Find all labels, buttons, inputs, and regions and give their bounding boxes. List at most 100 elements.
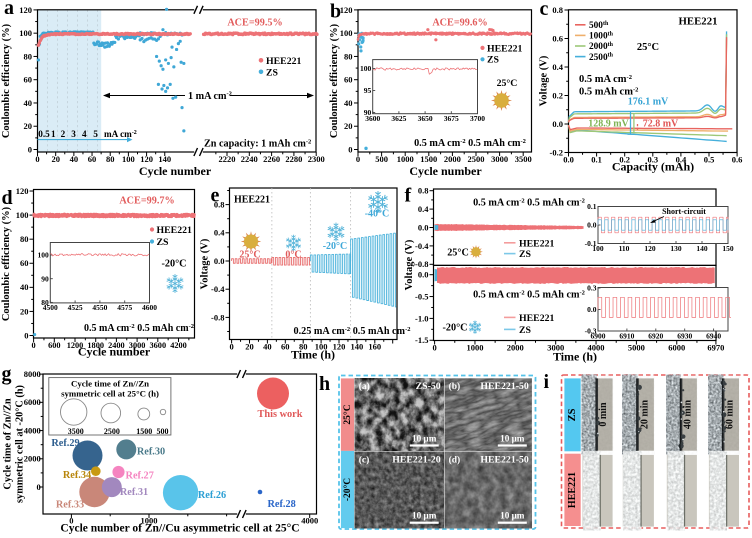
svg-text:8000: 8000: [24, 369, 41, 379]
svg-text:3: 3: [71, 129, 76, 139]
svg-text:Cycle number: Cycle number: [78, 345, 151, 359]
svg-text:40: 40: [24, 98, 33, 108]
svg-text:140: 140: [158, 154, 171, 164]
svg-text:0: 0: [35, 154, 39, 164]
svg-text:110: 110: [619, 244, 630, 253]
svg-text:0.1: 0.1: [587, 202, 597, 211]
svg-text:Coulombic efficiency (%): Coulombic efficiency (%): [1, 23, 12, 138]
svg-text:1: 1: [51, 129, 56, 139]
svg-text:20: 20: [245, 341, 254, 351]
svg-text:h: h: [319, 373, 330, 395]
svg-text:150: 150: [722, 244, 734, 253]
svg-text:100: 100: [16, 210, 29, 220]
svg-text:60: 60: [20, 258, 29, 268]
svg-text:Coulombic efficiency (%): Coulombic efficiency (%): [1, 206, 12, 321]
svg-text:Ref.30: Ref.30: [137, 446, 165, 457]
svg-text:0.25 mA cm-2 0.5 mAh cm-2: 0.25 mA cm-2 0.5 mAh cm-2: [294, 326, 411, 337]
svg-text:100: 100: [315, 341, 328, 351]
svg-text:100: 100: [122, 154, 135, 164]
svg-text:20: 20: [24, 121, 33, 131]
svg-text:0: 0: [32, 341, 36, 350]
svg-text:(d): (d): [449, 454, 461, 465]
svg-text:0.0: 0.0: [563, 154, 574, 164]
svg-text:-0.2: -0.2: [550, 147, 563, 157]
svg-text:3700: 3700: [470, 114, 485, 123]
svg-text:0: 0: [69, 515, 73, 525]
svg-text:c: c: [540, 0, 549, 20]
svg-text:0: 0: [229, 341, 233, 351]
svg-text:6000: 6000: [668, 342, 685, 352]
svg-text:95: 95: [364, 86, 372, 95]
svg-text:1 mA cm-2: 1 mA cm-2: [188, 91, 232, 102]
svg-text:4525: 4525: [68, 303, 83, 312]
svg-text:Ref.29: Ref.29: [51, 438, 79, 449]
svg-text:0°C: 0°C: [285, 250, 301, 261]
svg-text:0.3: 0.3: [647, 154, 658, 164]
svg-text:10 μm: 10 μm: [412, 511, 437, 521]
svg-text:60 min: 60 min: [724, 400, 735, 430]
svg-text:HEE221-50: HEE221-50: [480, 454, 529, 465]
svg-text:20: 20: [20, 306, 29, 316]
svg-text:4000: 4000: [24, 426, 41, 436]
svg-text:-20°C: -20°C: [342, 478, 353, 501]
svg-text:0.6: 0.6: [552, 33, 563, 43]
svg-text:g: g: [2, 363, 12, 385]
svg-text:1000th: 1000th: [589, 31, 614, 41]
svg-text:1000: 1000: [397, 154, 414, 164]
svg-text:This work: This work: [258, 409, 303, 420]
svg-text:0 min: 0 min: [598, 402, 609, 427]
svg-text:ZS: ZS: [487, 55, 500, 66]
svg-text:130: 130: [670, 244, 682, 253]
svg-text:0.0: 0.0: [214, 256, 225, 266]
svg-text:HEE221-20: HEE221-20: [392, 454, 441, 465]
svg-text:(a): (a): [359, 381, 370, 392]
svg-text:6930: 6930: [677, 331, 692, 340]
svg-text:Ref.31: Ref.31: [120, 487, 148, 498]
svg-text:Cycle time of Zn//Zn: Cycle time of Zn//Zn: [71, 379, 149, 389]
svg-text:2500: 2500: [468, 154, 485, 164]
svg-text:ZS-50: ZS-50: [416, 381, 441, 392]
svg-text:1800: 1800: [87, 341, 104, 350]
svg-text:0.4: 0.4: [214, 228, 225, 238]
svg-text:120: 120: [19, 5, 32, 15]
svg-text:0.8: 0.8: [214, 200, 225, 210]
svg-text:6000: 6000: [24, 397, 41, 407]
svg-text:0.5 mA cm-2: 0.5 mA cm-2: [579, 74, 632, 85]
svg-text:72.8 mV: 72.8 mV: [643, 118, 679, 129]
svg-text:0.4: 0.4: [418, 204, 429, 214]
svg-text:Zn capacity: 1 mAh cm-2: Zn capacity: 1 mAh cm-2: [204, 138, 311, 149]
svg-text:-20°C: -20°C: [323, 241, 348, 252]
svg-text:2: 2: [61, 129, 66, 139]
svg-text:-20°C: -20°C: [161, 259, 186, 270]
svg-text:6970: 6970: [707, 342, 724, 352]
svg-text:0.6: 0.6: [732, 154, 743, 164]
svg-text:3600: 3600: [150, 341, 167, 350]
svg-text:0.1: 0.1: [591, 154, 602, 164]
svg-text:ACE=99.6%: ACE=99.6%: [432, 18, 487, 29]
svg-text:60: 60: [344, 75, 353, 85]
svg-text:2000th: 2000th: [589, 42, 614, 52]
svg-text:80: 80: [344, 51, 353, 61]
svg-text:ZS: ZS: [567, 408, 578, 421]
svg-text:HEE221: HEE221: [487, 43, 522, 54]
svg-text:100: 100: [19, 28, 32, 38]
svg-text:10 μm: 10 μm: [500, 511, 525, 521]
svg-text:128.9 mV: 128.9 mV: [588, 118, 629, 129]
svg-text:100: 100: [592, 244, 604, 253]
svg-text:mA cm-2: mA cm-2: [104, 129, 137, 139]
svg-text:4550: 4550: [92, 303, 107, 312]
svg-text:2220: 2220: [219, 154, 236, 164]
svg-text:-0.4: -0.4: [211, 284, 225, 294]
svg-text:4200: 4200: [170, 341, 187, 350]
svg-text:40: 40: [263, 341, 272, 351]
svg-text:5: 5: [93, 129, 98, 139]
svg-text:160: 160: [368, 341, 381, 351]
svg-text:Cycle time of Zn//Zn: Cycle time of Zn//Zn: [3, 398, 14, 490]
svg-text:6900: 6900: [591, 331, 606, 340]
svg-text:Short-circuit: Short-circuit: [662, 207, 706, 216]
svg-text:90: 90: [41, 274, 49, 283]
svg-text:2260: 2260: [263, 154, 280, 164]
svg-text:0.8: 0.8: [418, 186, 429, 196]
svg-text:25°C: 25°C: [447, 247, 469, 258]
svg-text:0.5: 0.5: [704, 154, 715, 164]
